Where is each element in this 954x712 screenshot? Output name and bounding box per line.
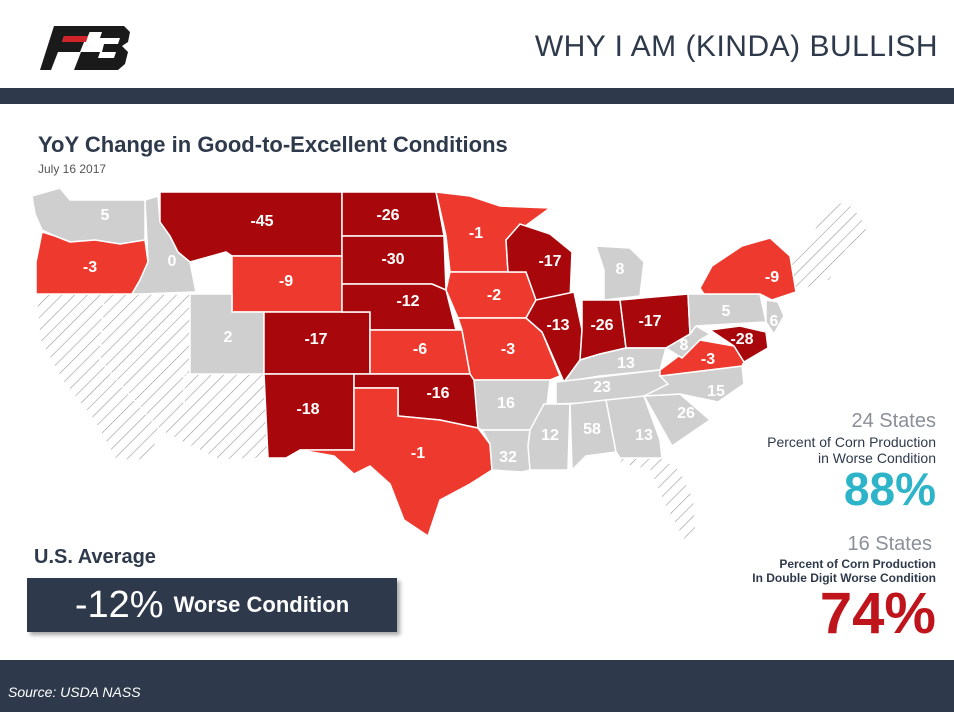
state-nc-label: 15 [707, 383, 725, 400]
state-sd-label: -30 [381, 251, 404, 268]
state-ny [699, 237, 797, 301]
double-digit-desc-line2: In Double Digit Worse Condition [752, 571, 936, 585]
state-ks-label: -6 [413, 341, 427, 358]
state-nm-label: -18 [296, 401, 319, 418]
state-id-label: 0 [168, 253, 177, 270]
state-la-label: 32 [499, 449, 517, 466]
worse-desc-line1: Percent of Corn Production [767, 434, 936, 450]
state-ky-label: 13 [617, 355, 635, 372]
state-nj-label: 6 [770, 313, 779, 330]
header-divider-bar [0, 88, 954, 104]
footer-bar [0, 660, 954, 712]
worse-desc-line2: in Worse Condition [817, 450, 936, 466]
state-wa-label: 5 [101, 207, 110, 224]
map-title: YoY Change in Good-to-Excellent Conditio… [38, 132, 508, 157]
state-oh-label: -17 [638, 313, 661, 330]
us-average-label: U.S. Average [34, 546, 156, 568]
state-va-label: -3 [701, 351, 715, 368]
farm-bureau-logo [40, 26, 132, 70]
state-nd-label: -26 [376, 207, 399, 224]
state-ms-label: 12 [541, 427, 559, 444]
state-mi [594, 245, 645, 301]
state-wi-label: -17 [538, 253, 561, 270]
state-sc-label: 26 [677, 405, 695, 422]
map-date: July 16 2017 [38, 162, 107, 176]
state-or-label: -3 [83, 259, 97, 276]
state-al [569, 399, 617, 472]
state-md [707, 325, 769, 364]
us-average-box: -12% Worse Condition [27, 578, 397, 632]
state-ok-label: -16 [426, 385, 449, 402]
state-co-label: -17 [304, 331, 327, 348]
source-note: Source: USDA NASS [8, 684, 141, 700]
us-average-suffix: Worse Condition [173, 592, 350, 617]
state-fl-no-data [619, 457, 697, 542]
state-tx [299, 387, 493, 538]
state-ne-eng-no-data [789, 199, 869, 294]
worse-states-count: 24 States [851, 410, 936, 432]
state-mo-label: -3 [501, 341, 515, 358]
us-average-value: -12% [74, 583, 164, 626]
state-ne-label: -12 [396, 293, 419, 310]
double-digit-percent: 74% [819, 581, 936, 646]
state-mt-label: -45 [250, 213, 273, 230]
state-ar-label: 16 [497, 395, 515, 412]
state-il-label: -13 [546, 317, 569, 334]
slide-title: WHY I AM (KINDA) BULLISH [534, 30, 938, 63]
state-in-label: -26 [590, 317, 613, 334]
state-pa-label: 5 [722, 303, 731, 320]
state-ny-label: -9 [765, 269, 779, 286]
state-wv-label: 8 [680, 337, 689, 354]
state-mn-label: -1 [469, 225, 483, 242]
state-md-label: -28 [730, 331, 753, 348]
worse-states-description: Percent of Corn Production in Worse Cond… [767, 434, 936, 466]
state-or [35, 231, 149, 295]
double-digit-desc-line1: Percent of Corn Production [779, 557, 936, 571]
worse-percent: 88% [843, 463, 936, 515]
double-digit-states-count: 16 States [847, 533, 932, 555]
state-mi-label: 8 [616, 261, 625, 278]
state-tx-label: -1 [411, 445, 425, 462]
double-digit-description: Percent of Corn Production In Double Dig… [752, 557, 936, 585]
state-ia-label: -2 [487, 287, 501, 304]
state-tn-label: 23 [593, 379, 611, 396]
state-wy-label: -9 [279, 273, 293, 290]
state-nj [765, 299, 785, 336]
state-ut-label: 2 [224, 329, 233, 346]
state-ga-label: 13 [635, 427, 653, 444]
state-al-label: 58 [583, 421, 601, 438]
